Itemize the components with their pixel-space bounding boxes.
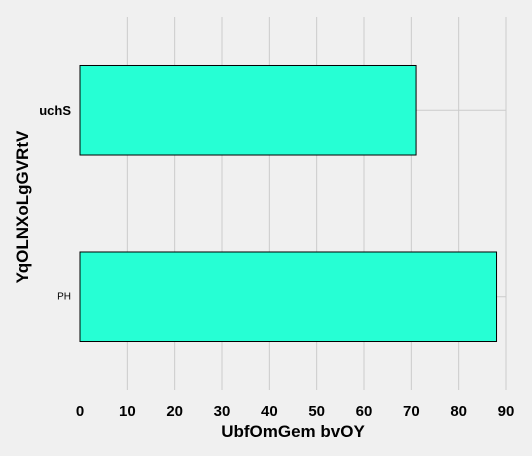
x-tick-label: 50 [308, 403, 325, 420]
bar-uchs [79, 64, 417, 156]
x-tick-label: 70 [403, 403, 420, 420]
x-tick-label: 10 [119, 403, 136, 420]
x-tick-label: 30 [214, 403, 231, 420]
category-label: uchS [39, 103, 71, 118]
x-tick-labels: 0 10 20 30 40 50 60 70 80 90 [76, 403, 515, 420]
category-labels: PH uchS [39, 103, 71, 303]
x-tick-label: 0 [76, 403, 84, 420]
x-tick-label: 20 [166, 403, 183, 420]
x-tick-label: 40 [261, 403, 278, 420]
x-tick-label: 80 [450, 403, 467, 420]
x-axis-title: UbfOmGem bvOY [221, 422, 365, 441]
y-axis-title: YqOLNXoLgGVRtV [13, 130, 32, 283]
x-tick-label: 90 [498, 403, 515, 420]
bar-ph [79, 251, 498, 343]
category-label: PH [57, 291, 71, 302]
bar-layer [79, 64, 498, 343]
x-tick-label: 60 [356, 403, 373, 420]
